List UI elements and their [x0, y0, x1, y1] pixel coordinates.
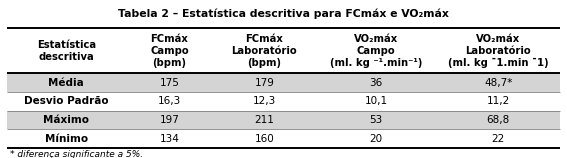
Text: 134: 134 — [159, 134, 179, 144]
Text: VO₂máx
Laboratório
(ml. kg ¯1.min ¯1): VO₂máx Laboratório (ml. kg ¯1.min ¯1) — [448, 33, 548, 68]
Text: Estatística
descritiva: Estatística descritiva — [37, 40, 96, 62]
Text: Desvio Padrão: Desvio Padrão — [24, 96, 109, 106]
Text: 11,2: 11,2 — [486, 96, 510, 106]
Text: 16,3: 16,3 — [158, 96, 181, 106]
Text: 36: 36 — [369, 78, 383, 88]
Text: 179: 179 — [255, 78, 274, 88]
Text: 48,7*: 48,7* — [484, 78, 513, 88]
Bar — [7, 111, 560, 129]
Text: Tabela 2 – Estatística descritiva para FCmáx e VO₂máx: Tabela 2 – Estatística descritiva para F… — [118, 9, 449, 19]
Text: 10,1: 10,1 — [365, 96, 387, 106]
Text: 175: 175 — [159, 78, 179, 88]
Text: 12,3: 12,3 — [253, 96, 276, 106]
Text: 22: 22 — [492, 134, 505, 144]
Text: 211: 211 — [255, 115, 274, 125]
Text: 20: 20 — [369, 134, 383, 144]
Text: FCmáx
Campo
(bpm): FCmáx Campo (bpm) — [150, 33, 189, 68]
Text: Média: Média — [48, 78, 84, 88]
Text: 68,8: 68,8 — [486, 115, 510, 125]
Text: VO₂máx
Campo
(ml. kg ⁻¹.min⁻¹): VO₂máx Campo (ml. kg ⁻¹.min⁻¹) — [330, 33, 422, 68]
Text: FCmáx
Laboratório
(bpm): FCmáx Laboratório (bpm) — [231, 33, 297, 68]
Text: 53: 53 — [369, 115, 383, 125]
Text: Mínimo: Mínimo — [45, 134, 88, 144]
Bar — [7, 73, 560, 92]
Text: 160: 160 — [255, 134, 274, 144]
Text: * diferença significante a 5%.: * diferença significante a 5%. — [10, 150, 143, 158]
Text: 197: 197 — [159, 115, 179, 125]
Text: Máximo: Máximo — [43, 115, 89, 125]
